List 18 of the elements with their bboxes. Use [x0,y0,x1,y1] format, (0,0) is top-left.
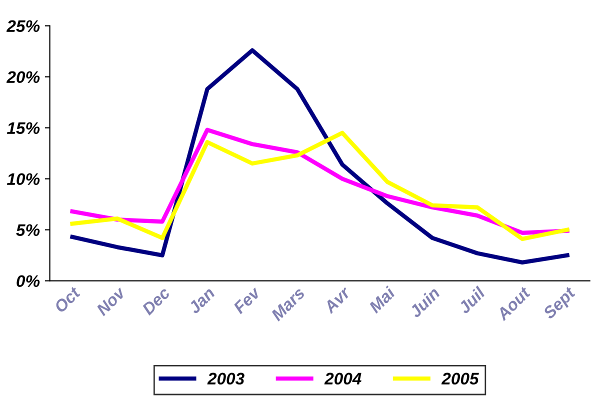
legend-label: 2005 [441,372,479,385]
y-tick-label: 25% [6,20,40,32]
x-tick-label: Avr [322,286,352,314]
legend-label: 2003 [207,372,244,385]
x-tick-label: Juil [457,285,486,314]
y-tick-label: 5% [16,224,40,236]
x-tick-label: Oct [54,286,82,314]
x-tick-label: Dec [141,286,171,316]
y-tick-label: 10% [6,173,40,185]
y-tick-label: 15% [6,122,40,134]
legend-label: 2004 [324,372,362,385]
x-tick-label: Jan [188,286,216,314]
x-tick-label: Fev [232,286,262,314]
x-tick-label: Juin [408,286,440,318]
line-series [70,48,570,265]
y-tick-label: 0% [16,275,40,288]
x-tick-label: Mai [368,285,396,314]
y-tick-label: 20% [6,71,40,83]
